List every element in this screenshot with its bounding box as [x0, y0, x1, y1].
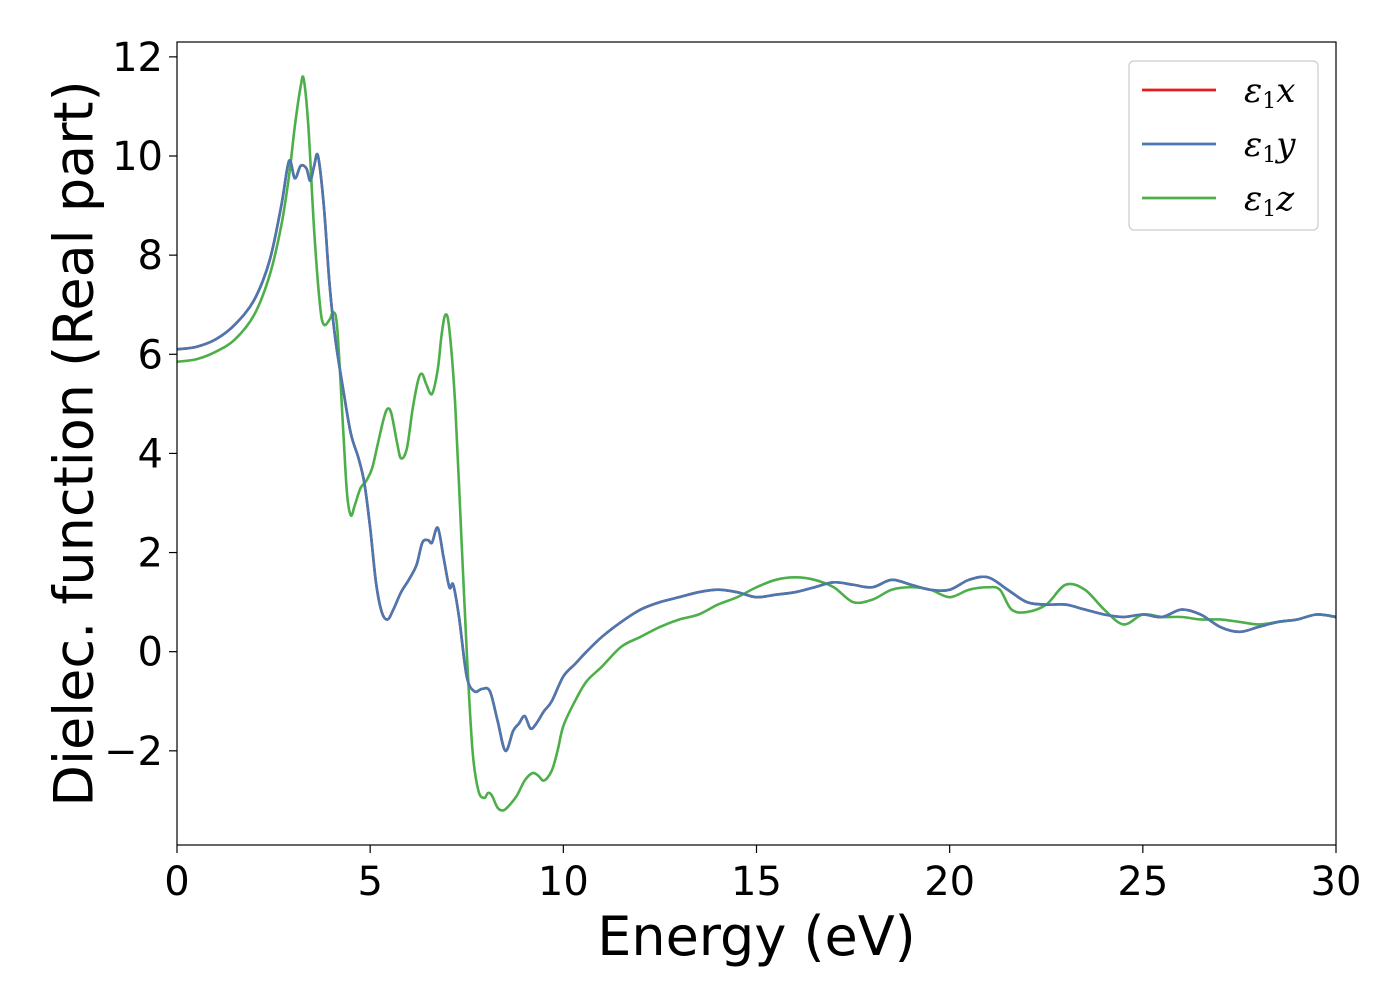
series-line-z	[177, 75, 1336, 812]
legend-label-z: ε1z	[1244, 179, 1295, 222]
y-tick-label: 2	[138, 531, 163, 577]
x-tick-label: 10	[538, 859, 589, 905]
x-tick-label: 25	[1117, 859, 1168, 905]
legend-label-x: ε1x	[1244, 71, 1295, 114]
y-tick-label: 12	[112, 35, 163, 81]
x-tick-label: 5	[357, 859, 382, 905]
x-tick-label: 30	[1311, 859, 1362, 905]
y-tick-label: 8	[138, 233, 163, 279]
y-tick-label: 6	[138, 332, 163, 378]
x-tick-label: 20	[924, 859, 975, 905]
y-tick-label: 10	[112, 134, 163, 180]
x-axis-label: Energy (eV)	[597, 905, 916, 968]
y-tick-label: 0	[138, 630, 163, 676]
series-layer	[177, 75, 1336, 812]
x-axis-ticks: 0 5 10 15 20 25 30	[164, 845, 1361, 905]
y-tick-label: 4	[138, 431, 163, 477]
x-tick-label: 0	[164, 859, 189, 905]
legend-box	[1128, 60, 1319, 231]
x-tick-label: 15	[731, 859, 782, 905]
y-axis-label: Dielec. function (Real part)	[43, 80, 106, 806]
series-line-y	[177, 152, 1336, 753]
legend-label-y: ε1y	[1244, 125, 1296, 168]
y-axis-ticks: −2 0 2 4 6 8 10 12	[104, 35, 177, 775]
legend: ε1x ε1y ε1z	[1128, 60, 1319, 231]
y-tick-label: −2	[104, 729, 163, 775]
